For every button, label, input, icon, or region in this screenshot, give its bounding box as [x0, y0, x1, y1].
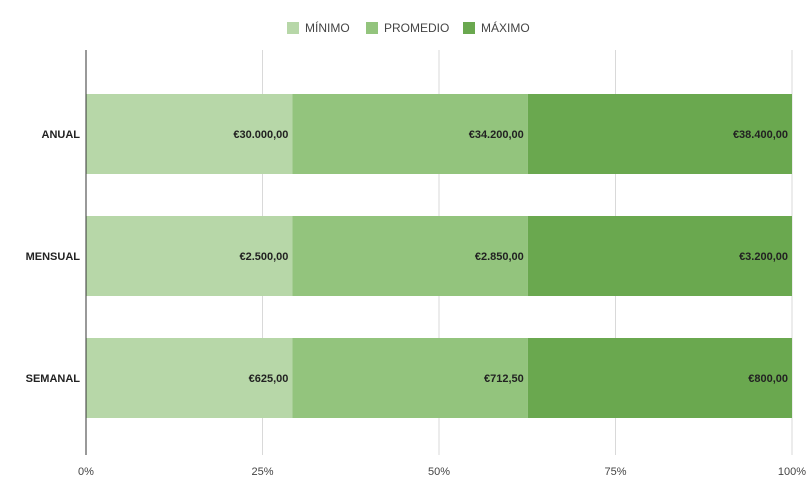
legend-swatch-maximo [463, 22, 475, 34]
bar-mensual-promedio [292, 216, 528, 296]
data-label-mensual-promedio: €2.850,00 [475, 251, 524, 263]
data-label-anual-maximo: €38.400,00 [733, 129, 788, 141]
x-tick-25: 25% [251, 466, 273, 478]
category-label-semanal: SEMANAL [26, 373, 81, 385]
legend: MÍNIMO PROMEDIO MÁXIMO [287, 20, 530, 35]
category-labels: ANUAL MENSUAL SEMANAL [26, 129, 81, 385]
legend-label-maximo: MÁXIMO [481, 20, 530, 35]
bar-semanal-minimo [86, 338, 293, 418]
x-tick-100: 100% [778, 466, 806, 478]
x-tick-0: 0% [78, 466, 94, 478]
x-tick-50: 50% [428, 466, 450, 478]
data-label-anual-minimo: €30.000,00 [233, 129, 288, 141]
bar-mensual-minimo [86, 216, 293, 296]
x-tick-labels: 0% 25% 50% 75% 100% [78, 466, 806, 478]
category-label-mensual: MENSUAL [26, 251, 81, 263]
bar-anual-maximo [527, 94, 792, 174]
bar-anual-promedio [292, 94, 528, 174]
bar-mensual-maximo [527, 216, 792, 296]
bar-anual-minimo [86, 94, 293, 174]
legend-label-promedio: PROMEDIO [384, 21, 449, 35]
data-label-semanal-maximo: €800,00 [748, 373, 788, 385]
data-label-mensual-minimo: €2.500,00 [239, 251, 288, 263]
data-label-mensual-maximo: €3.200,00 [739, 251, 788, 263]
data-label-semanal-promedio: €712,50 [484, 373, 524, 385]
category-label-anual: ANUAL [42, 129, 81, 141]
data-label-anual-promedio: €34.200,00 [469, 129, 524, 141]
bar-semanal-maximo [527, 338, 792, 418]
bar-semanal-promedio [292, 338, 528, 418]
x-tick-75: 75% [604, 466, 626, 478]
legend-label-minimo: MÍNIMO [305, 20, 350, 35]
legend-swatch-promedio [366, 22, 378, 34]
data-label-semanal-minimo: €625,00 [249, 373, 289, 385]
bars: €30.000,00 €34.200,00 €38.400,00 €2.500,00 €… [86, 94, 792, 418]
legend-swatch-minimo [287, 22, 299, 34]
